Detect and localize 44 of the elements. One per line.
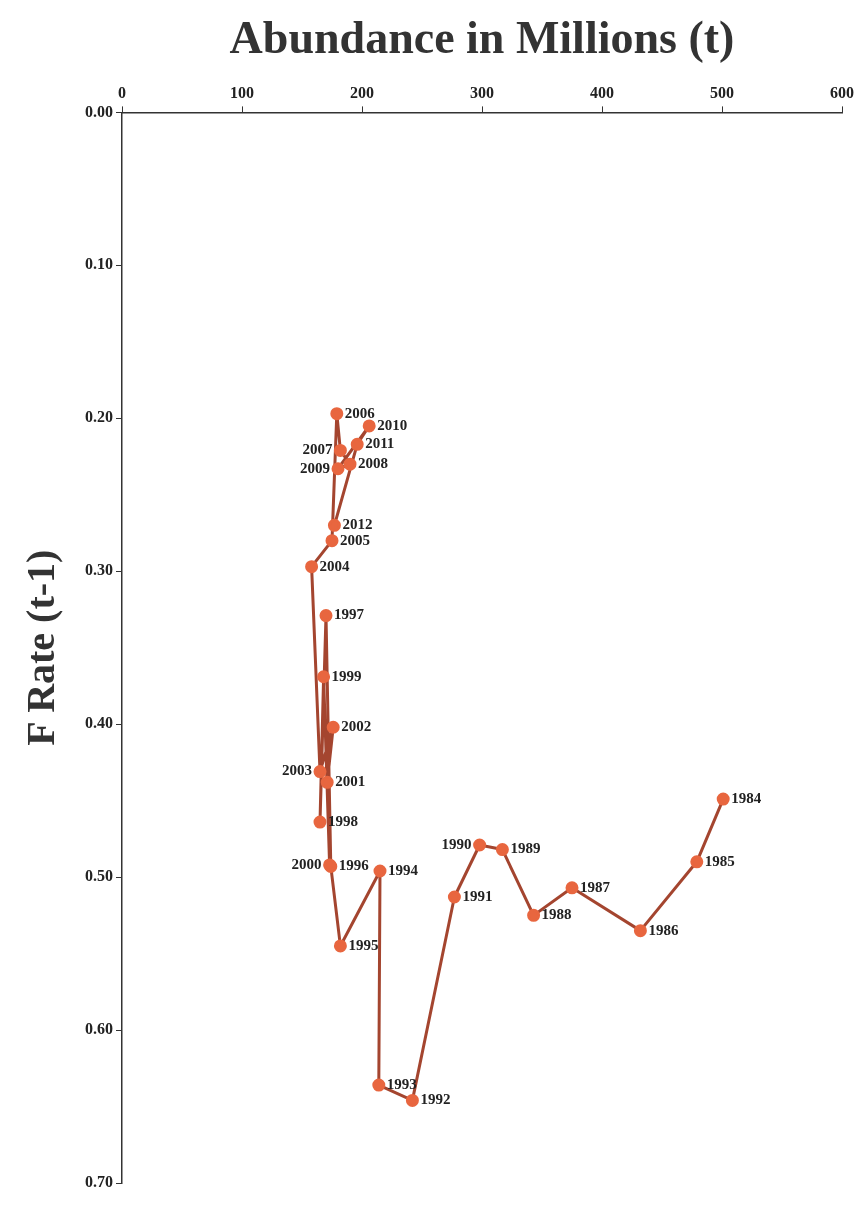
annotation: 2010 — [377, 416, 408, 433]
annotation: 2006 — [344, 404, 376, 421]
x-tick-label: 0 — [118, 83, 126, 101]
annotation: 2003 — [282, 762, 312, 779]
annotation: 1992 — [420, 1091, 451, 1108]
annotation: 1991 — [462, 887, 493, 904]
x-axis-title: Abundance in Millions (t) — [229, 12, 735, 64]
y-tick-label: 0.70 — [85, 1173, 113, 1191]
annotation: 2000 — [291, 855, 322, 872]
annotation: 2009 — [300, 459, 330, 476]
y-tick-label: 0.50 — [85, 867, 113, 885]
annotation: 1996 — [338, 857, 370, 874]
annotation: 2007 — [302, 441, 333, 458]
annotation: 1984 — [731, 789, 762, 806]
annotation: 1995 — [348, 936, 379, 953]
y-tick-label: 0.40 — [85, 714, 113, 732]
annotation: 2008 — [358, 455, 388, 472]
annotation: 2012 — [342, 516, 373, 533]
x-tick-label: 300 — [470, 83, 494, 101]
x-tick-label: 200 — [350, 83, 374, 101]
x-tick-label: 400 — [590, 83, 614, 101]
x-tick-label: 500 — [710, 83, 734, 101]
annotation: 2011 — [365, 435, 395, 452]
annotation: 1997 — [334, 606, 365, 623]
x-tick-label: 100 — [230, 83, 254, 101]
annotation: 2005 — [340, 531, 370, 548]
y-tick-label: 0.00 — [85, 102, 113, 120]
x-tick-label: 600 — [830, 83, 854, 101]
y-tick-label: 0.30 — [85, 561, 113, 579]
annotation: 1989 — [510, 840, 541, 857]
annotation: 2004 — [319, 557, 351, 574]
annotation: 1987 — [580, 878, 611, 895]
annotation: 1986 — [648, 921, 679, 938]
y-axis-title: F Rate (t-1) — [18, 549, 64, 746]
annotation: 1994 — [388, 861, 419, 878]
annotation: 1990 — [441, 835, 472, 852]
annotation: 2002 — [341, 718, 372, 735]
annotation: 1988 — [541, 906, 572, 923]
y-tick-label: 0.10 — [85, 255, 113, 273]
annotation: 1999 — [331, 667, 362, 684]
annotation: 1985 — [704, 852, 735, 869]
annotation: 2001 — [335, 773, 366, 790]
y-tick-label: 0.60 — [85, 1020, 113, 1038]
y-tick-label: 0.20 — [85, 408, 113, 426]
